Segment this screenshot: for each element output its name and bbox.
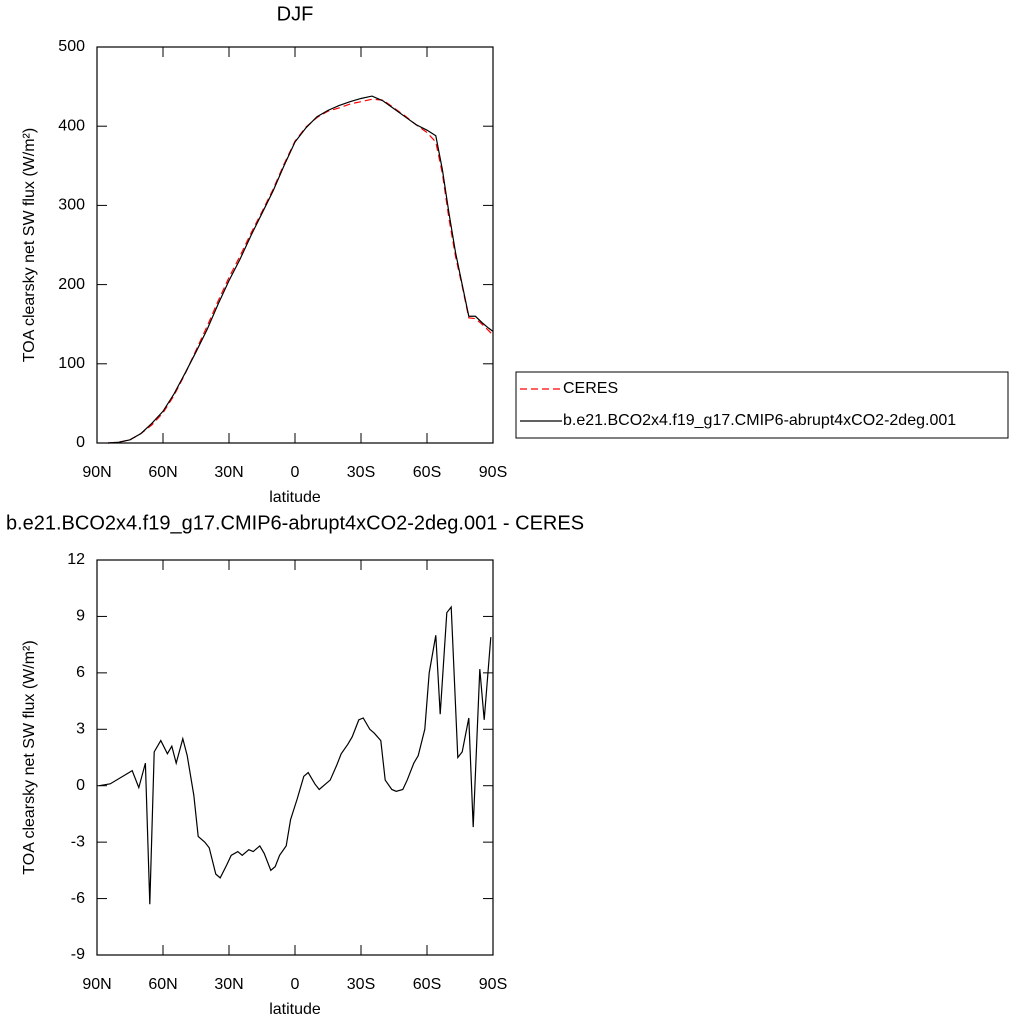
x-tick-label: 30N: [214, 976, 243, 993]
y-tick-label: 200: [58, 276, 85, 293]
y-tick-label: -3: [71, 833, 85, 850]
x-tick-label: 90S: [479, 976, 507, 993]
x-axis-label: latitude: [269, 1001, 321, 1018]
plot-frame: [96, 46, 494, 444]
y-tick-label: 0: [76, 777, 85, 794]
x-tick-label: 90N: [82, 976, 111, 993]
y-tick-label: 3: [76, 721, 85, 738]
legend-box: [515, 371, 1009, 439]
y-tick-label: 100: [58, 355, 85, 372]
plot-frame: [96, 559, 494, 956]
x-tick-label: 90N: [82, 464, 111, 481]
y-tick-label: 0: [76, 434, 85, 451]
x-tick-label: 30S: [347, 976, 375, 993]
y-tick-label: -6: [71, 890, 85, 907]
data-line: [107, 98, 494, 444]
x-axis-label: latitude: [269, 489, 321, 506]
y-tick-label: -9: [71, 946, 85, 963]
y-axis-label: TOA clearsky net SW flux (W/m²): [21, 640, 38, 874]
y-axis-label: TOA clearsky net SW flux (W/m²): [21, 128, 38, 362]
x-tick-label: 60S: [413, 464, 441, 481]
y-tick-label: 12: [67, 551, 85, 568]
x-tick-label: 60N: [148, 464, 177, 481]
chart-title: b.e21.BCO2x4.f19_g17.CMIP6-abrupt4xCO2-2…: [6, 512, 584, 534]
legend-label: b.e21.BCO2x4.f19_g17.CMIP6-abrupt4xCO2-2…: [563, 412, 956, 429]
x-tick-label: 60S: [413, 976, 441, 993]
x-tick-label: 90S: [479, 464, 507, 481]
x-tick-label: 0: [291, 464, 300, 481]
x-tick-label: 30S: [347, 464, 375, 481]
y-tick-label: 6: [76, 664, 85, 681]
y-tick-label: 400: [58, 117, 85, 134]
y-tick-label: 500: [58, 38, 85, 55]
y-tick-label: 9: [76, 608, 85, 625]
y-tick-label: 300: [58, 197, 85, 214]
data-line: [107, 95, 494, 444]
x-tick-label: 30N: [214, 464, 243, 481]
x-tick-label: 0: [291, 976, 300, 993]
legend-label: CERES: [563, 380, 618, 397]
data-line: [99, 605, 492, 905]
x-tick-label: 60N: [148, 976, 177, 993]
chart-title: DJF: [277, 3, 314, 25]
